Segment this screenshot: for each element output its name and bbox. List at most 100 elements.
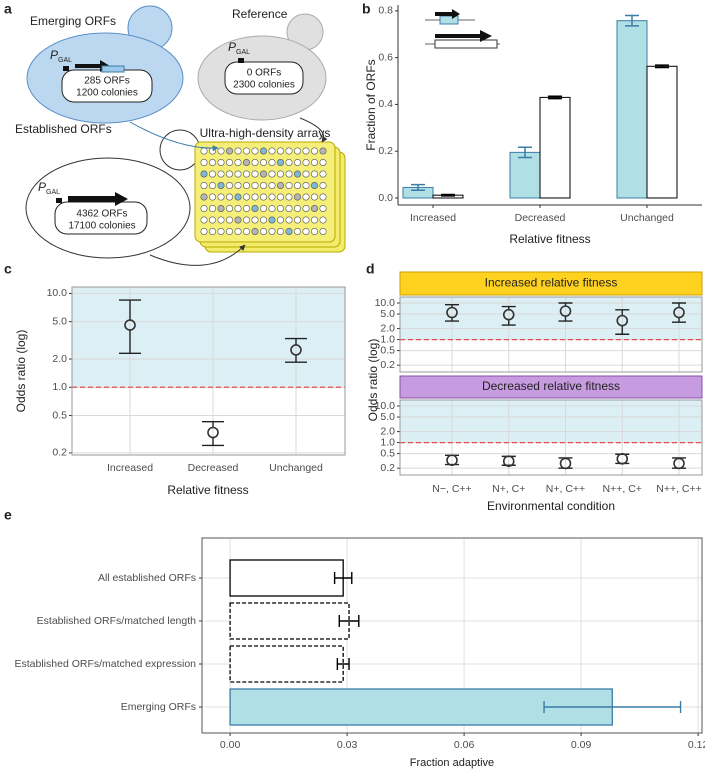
colony [226,205,234,213]
colony [310,228,318,236]
colony [319,193,327,201]
colony [226,159,234,167]
x-tick-label: 0.06 [454,739,475,751]
y-tick-label: Established ORFs/matched length [37,615,196,627]
shade [400,400,702,443]
colony [293,182,301,190]
colony [217,147,225,155]
colony [217,193,225,201]
y-tick-label: 0.2 [380,462,395,474]
colony [200,228,208,236]
point [207,426,219,439]
colony [217,159,225,167]
colony [302,147,310,155]
promoter: P [50,48,58,62]
y-tick-label: 2.0 [380,425,395,437]
x-tick-label: N+, C+ [492,483,525,495]
colony [319,216,327,224]
colony [200,182,208,190]
promoter-sub: GAL [236,49,250,56]
y-tick-label: 0.0 [378,192,393,204]
y-tick-label: 10.0 [47,287,68,299]
colony [319,159,327,167]
colony [293,147,301,155]
orf-count: 4362 ORFs [76,209,127,220]
y-tick-label: Established ORFs/matched expression [15,658,197,670]
promoter-box [238,58,244,63]
colony [285,216,293,224]
colony [310,147,318,155]
colony [268,182,276,190]
promoter: P [228,40,236,54]
colony [234,228,242,236]
colony [217,228,225,236]
colony [243,170,251,178]
colony [310,170,318,178]
point [502,455,515,467]
icon-box [434,39,498,49]
colony [285,228,293,236]
colony [251,182,259,190]
colony [319,182,327,190]
error-bar [518,146,532,159]
colony [302,216,310,224]
icon-box [439,15,459,25]
colony [302,205,310,213]
point [559,457,572,470]
arrays-label: Ultra-high-density arrays [200,126,331,140]
error-bar [548,95,562,100]
colony [200,170,208,178]
colony [234,182,242,190]
colony [243,216,251,224]
y-tick-label: 1.0 [380,333,395,345]
colony [251,205,259,213]
error-bar [625,14,639,27]
colony [234,159,242,167]
legend-icons [425,9,500,49]
colony [293,170,301,178]
y-axis-label: Odds ratio (log) [366,339,380,422]
colony [209,170,217,178]
colony [243,205,251,213]
y-tick-label: Emerging ORFs [121,701,196,713]
colony [285,205,293,213]
colony [209,182,217,190]
orf-count: 285 ORFs [84,76,130,87]
panel-border [71,286,346,456]
colony [276,228,284,236]
colony [259,193,267,201]
colony [268,228,276,236]
bar [539,96,571,199]
facet-title: Increased relative fitness [485,276,618,290]
y-tick-label: 2.0 [380,322,395,334]
error-bar [411,183,425,192]
y-tick-label: 0.2 [52,447,67,459]
point [559,305,572,317]
cell-title: Emerging ORFs [30,14,116,28]
bar [229,602,350,640]
x-axis-label: Relative fitness [509,232,590,246]
colony [209,193,217,201]
colony [285,170,293,178]
colony [217,170,225,178]
colony [276,159,284,167]
panel-border [399,399,703,476]
array-layer [194,141,336,243]
colony [276,205,284,213]
colony [217,216,225,224]
colony [243,182,251,190]
bar [616,20,648,199]
colony [293,228,301,236]
panel-label: c [4,261,12,277]
promoter-box [63,66,69,71]
error-bar [338,615,360,627]
y-tick-label: 10.0 [375,400,396,412]
colony [310,182,318,190]
colony [285,159,293,167]
arrow [129,121,219,152]
x-axis-label: Relative fitness [167,483,248,497]
plasmid [224,61,304,95]
error-bar [558,302,573,322]
x-tick-label: 0.09 [571,739,592,751]
colony [302,193,310,201]
